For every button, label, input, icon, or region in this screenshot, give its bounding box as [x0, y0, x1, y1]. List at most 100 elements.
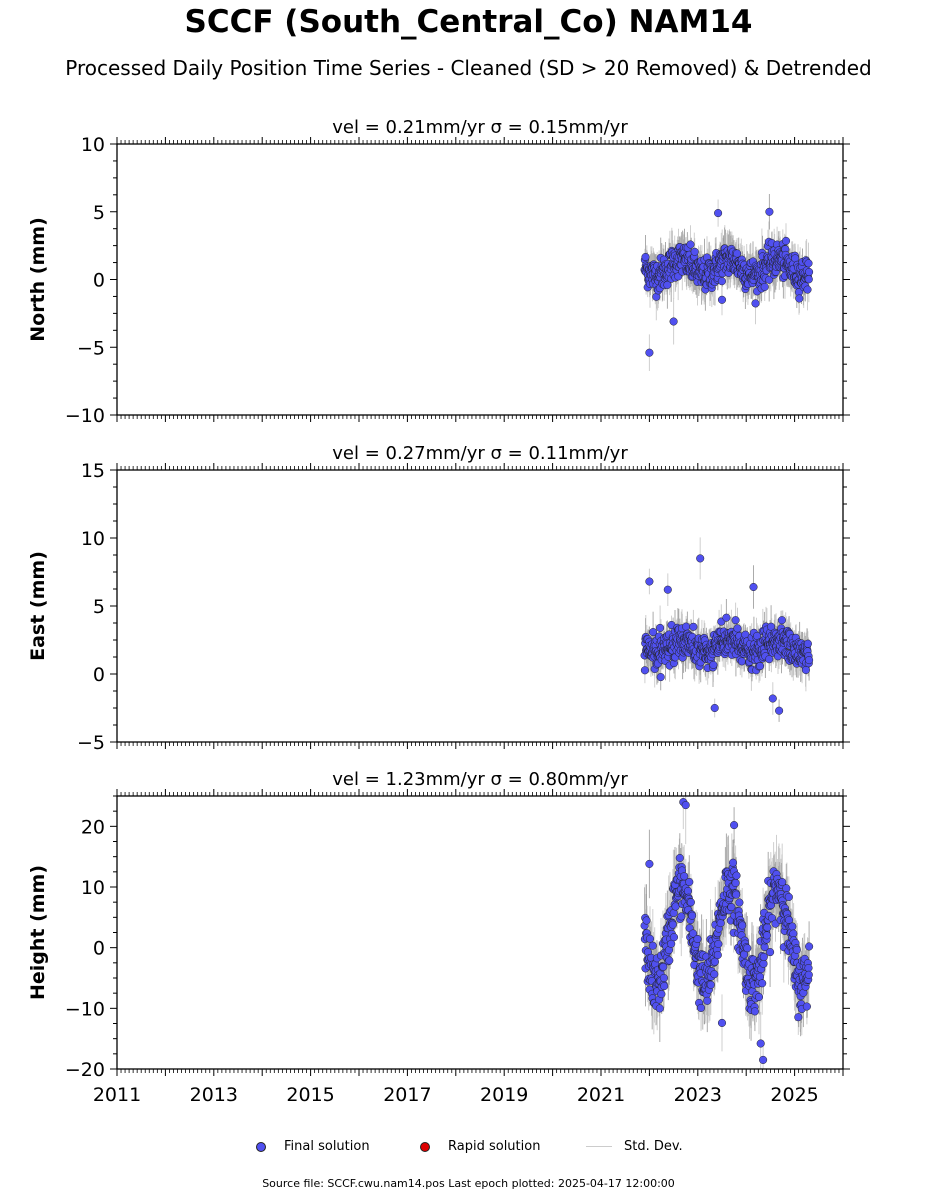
data-point	[778, 878, 787, 887]
data-point	[686, 898, 695, 907]
x-tick-label: 2013	[190, 1084, 238, 1106]
y-tick-label: −10	[65, 405, 105, 427]
y-tick-label: 5	[93, 202, 105, 224]
data-point	[727, 903, 736, 912]
data-point	[731, 878, 740, 888]
chart-title: SCCF (South_Central_Co) NAM14	[184, 4, 753, 40]
y-tick-label: 10	[81, 877, 105, 899]
y-axis-label: East (mm)	[27, 551, 49, 661]
legend-stddev: Std. Dev.	[586, 1137, 683, 1157]
data-point	[728, 858, 738, 867]
y-tick-label: −20	[65, 1059, 105, 1081]
data-point	[657, 990, 666, 999]
x-tick-label: 2019	[480, 1084, 528, 1106]
y-tick-label: 10	[81, 528, 105, 550]
data-point	[710, 970, 719, 979]
data-point	[743, 944, 752, 953]
data-point	[765, 207, 774, 216]
data-point	[688, 911, 697, 920]
y-tick-label: 0	[93, 664, 105, 686]
data-point	[669, 933, 679, 942]
data-point	[655, 1004, 664, 1013]
data-point	[717, 295, 727, 304]
panel-3-data	[640, 796, 814, 1069]
data-point	[803, 285, 812, 294]
legend-final: Final solution	[256, 1137, 370, 1157]
data-point	[781, 236, 791, 245]
data-point	[805, 267, 814, 277]
y-tick-label: 0	[93, 938, 105, 960]
data-point	[706, 980, 715, 989]
data-point	[753, 631, 762, 640]
legend-stddev-line	[586, 1146, 612, 1147]
data-point	[730, 821, 739, 830]
data-point	[767, 622, 776, 631]
data-point	[716, 919, 725, 928]
data-point	[802, 1002, 811, 1011]
data-point	[683, 886, 693, 896]
data-point	[801, 665, 810, 675]
data-point	[713, 950, 722, 960]
data-point	[804, 963, 813, 973]
data-point	[659, 973, 668, 982]
data-point	[762, 931, 771, 940]
data-point	[789, 929, 798, 938]
data-point	[805, 942, 814, 951]
data-point	[659, 962, 668, 971]
data-point	[645, 577, 654, 586]
data-point	[775, 706, 784, 715]
data-point	[732, 890, 741, 899]
legend-final-label: Final solution	[284, 1139, 370, 1154]
data-point	[693, 934, 702, 944]
data-point	[703, 996, 712, 1005]
data-point	[645, 348, 654, 357]
data-point	[710, 703, 719, 713]
legend-rapid-marker	[420, 1141, 430, 1152]
data-point	[668, 920, 677, 929]
data-point	[696, 1003, 706, 1012]
data-point	[649, 628, 658, 637]
data-point	[681, 801, 690, 810]
panel-3: −20 −10 0 10 20 2011 2013 2015 2017 2019 2021 2023 2…	[27, 769, 850, 1106]
data-point	[717, 1018, 727, 1027]
panel-title: vel = 0.21mm/yr σ = 0.15mm/yr	[332, 117, 628, 138]
data-point	[749, 582, 758, 592]
data-point	[756, 1039, 765, 1048]
data-point	[660, 982, 669, 991]
data-point	[804, 259, 813, 268]
data-point	[759, 1055, 768, 1064]
data-point	[763, 923, 772, 932]
data-point	[803, 639, 812, 648]
legend-stddev-label: Std. Dev.	[624, 1139, 683, 1154]
data-point	[709, 660, 718, 669]
x-tick-label: 2015	[286, 1084, 334, 1106]
data-point	[689, 622, 698, 631]
y-axis-label: North (mm)	[27, 217, 49, 342]
data-point	[804, 275, 813, 284]
panel-1: −10 −5 0 5 10 vel = 0.21mm/yr σ = 0.15mm/yr No…	[27, 117, 850, 427]
data-point	[663, 280, 672, 289]
chart-subtitle: Processed Daily Position Time Series - C…	[65, 56, 872, 80]
y-tick-label: −5	[77, 732, 105, 754]
data-point	[714, 209, 723, 218]
x-tick-label: 2025	[770, 1084, 818, 1106]
data-point	[768, 694, 777, 703]
data-point	[754, 992, 764, 1002]
y-tick-label: 10	[81, 134, 105, 156]
data-point	[777, 616, 786, 625]
data-point	[765, 275, 774, 284]
y-tick-label: −5	[77, 337, 105, 359]
data-point	[663, 585, 672, 594]
data-point	[690, 247, 699, 256]
y-tick-label: 0	[93, 270, 105, 292]
data-point	[733, 249, 742, 258]
y-tick-label: 20	[81, 816, 105, 838]
data-point	[760, 282, 769, 291]
data-point	[645, 934, 655, 943]
data-point	[656, 673, 665, 682]
y-axis-label: Height (mm)	[27, 865, 49, 1000]
data-point	[732, 871, 741, 880]
data-point	[717, 277, 726, 286]
data-point	[795, 294, 804, 303]
